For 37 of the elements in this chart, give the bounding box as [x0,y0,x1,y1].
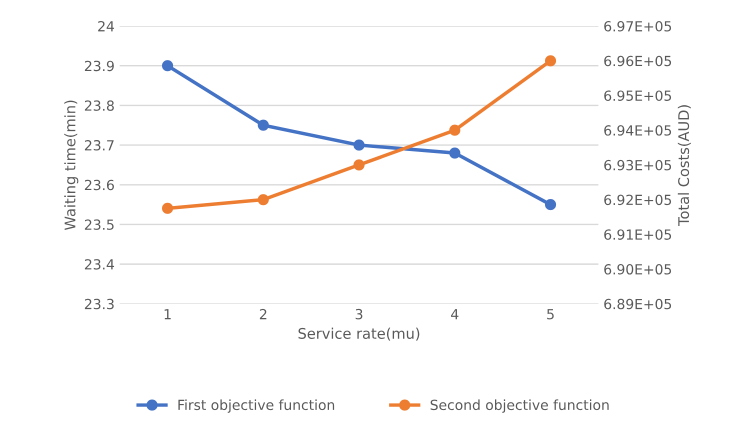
y-tick-label: 23.4 [84,259,114,270]
x-tick-label: 4 [451,309,458,320]
x-tick-label: 2 [260,308,266,320]
point [258,194,269,206]
y2-tick-label: 6.89E+05 [604,298,672,310]
point [162,202,174,214]
x-tick-label: 1 [164,309,171,320]
y2-tick-label: 6.91E+05 [604,229,672,240]
point [353,140,365,151]
y2-tick-label: 6.92E+05 [604,194,672,206]
point [353,159,365,170]
y2-axis-title: Total Costs(AUD) [678,105,691,226]
x-tick-label: 5 [547,309,554,320]
point [544,199,556,210]
y2-tick-label: 6.95E+05 [604,90,672,101]
legend-label: First objective function [178,399,334,413]
y-tick-label: 23.8 [84,100,114,111]
y2-tick-label: 6.94E+05 [604,125,672,136]
y2-tick-label: 6.90E+05 [604,264,672,275]
y-tick-label: 23.7 [84,140,114,151]
y-tick-label: 23.6 [84,180,114,190]
legend-label: Second objective function [430,399,609,413]
y-tick-label: 23.3 [84,298,114,310]
y2-tick-label: 6.93E+05 [604,160,672,170]
y-axis-title: Waiting time(min) [64,100,78,230]
point [258,120,269,131]
y2-tick-label: 6.97E+05 [604,21,672,32]
x-tick-label: 3 [356,308,362,320]
point [449,147,460,159]
y-tick-label: 23.5 [84,219,114,230]
point [162,60,174,72]
y-tick-label: 24 [98,21,114,32]
point [449,124,460,136]
y2-tick-label: 6.96E+05 [604,56,672,66]
point [544,55,556,66]
y-tick-label: 23.9 [84,60,114,72]
x-axis-title: Service rate(mu) [298,328,420,341]
